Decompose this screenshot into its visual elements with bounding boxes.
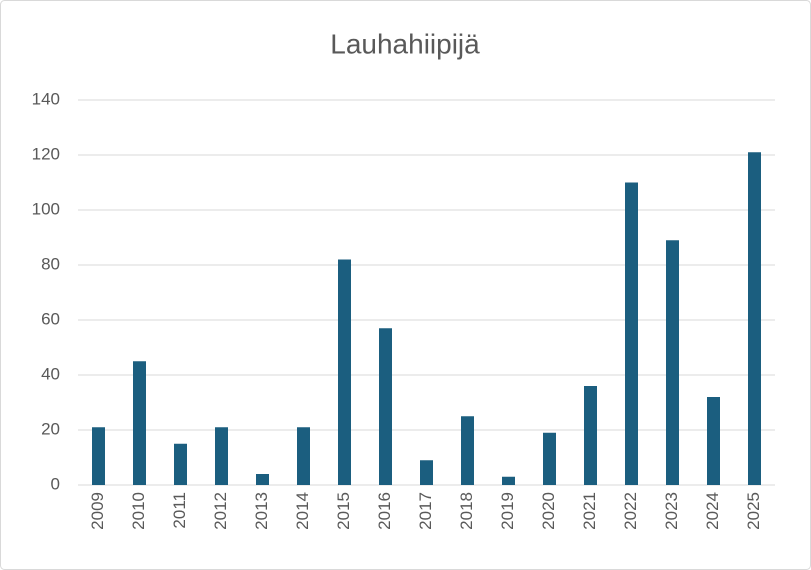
x-tick-label: 2010 [129,492,148,530]
bar [215,427,228,485]
x-tick-label: 2022 [621,492,640,530]
bar [543,432,556,485]
y-tick-label: 80 [41,254,60,273]
x-tick-label: 2021 [580,492,599,530]
bar [379,328,392,485]
bar [461,416,474,485]
x-tick-label: 2018 [457,492,476,530]
x-tick-label: 2009 [88,492,107,530]
x-tick-label: 2014 [293,492,312,530]
x-tick-label: 2019 [498,492,517,530]
bar [502,476,515,485]
bar [256,474,269,485]
x-tick-label: 2015 [334,492,353,530]
bar [666,240,679,485]
bar [133,361,146,485]
bar [92,427,105,485]
x-tick-label: 2020 [539,492,558,530]
x-tick-label: 2016 [375,492,394,530]
x-tick-label: 2025 [744,492,763,530]
bar [748,152,761,485]
bar [338,259,351,485]
y-tick-label: 40 [41,364,60,383]
x-tick-label: 2024 [703,492,722,530]
y-tick-label: 140 [32,89,60,108]
x-tick-label: 2012 [211,492,230,530]
bar [584,386,597,485]
x-tick-label: 2017 [416,492,435,530]
x-tick-label: 2023 [662,492,681,530]
bar [707,397,720,485]
x-tick-label: 2013 [252,492,271,530]
x-tick-label: 2011 [170,492,189,529]
bar [174,443,187,485]
y-tick-label: 60 [41,309,60,328]
chart-title: Lauhahiipijä [330,28,480,59]
bar [625,182,638,485]
y-tick-label: 100 [32,199,60,218]
y-tick-label: 20 [41,419,60,438]
y-tick-label: 120 [32,144,60,163]
y-tick-label: 0 [51,474,60,493]
bar [297,427,310,485]
bar [420,460,433,485]
